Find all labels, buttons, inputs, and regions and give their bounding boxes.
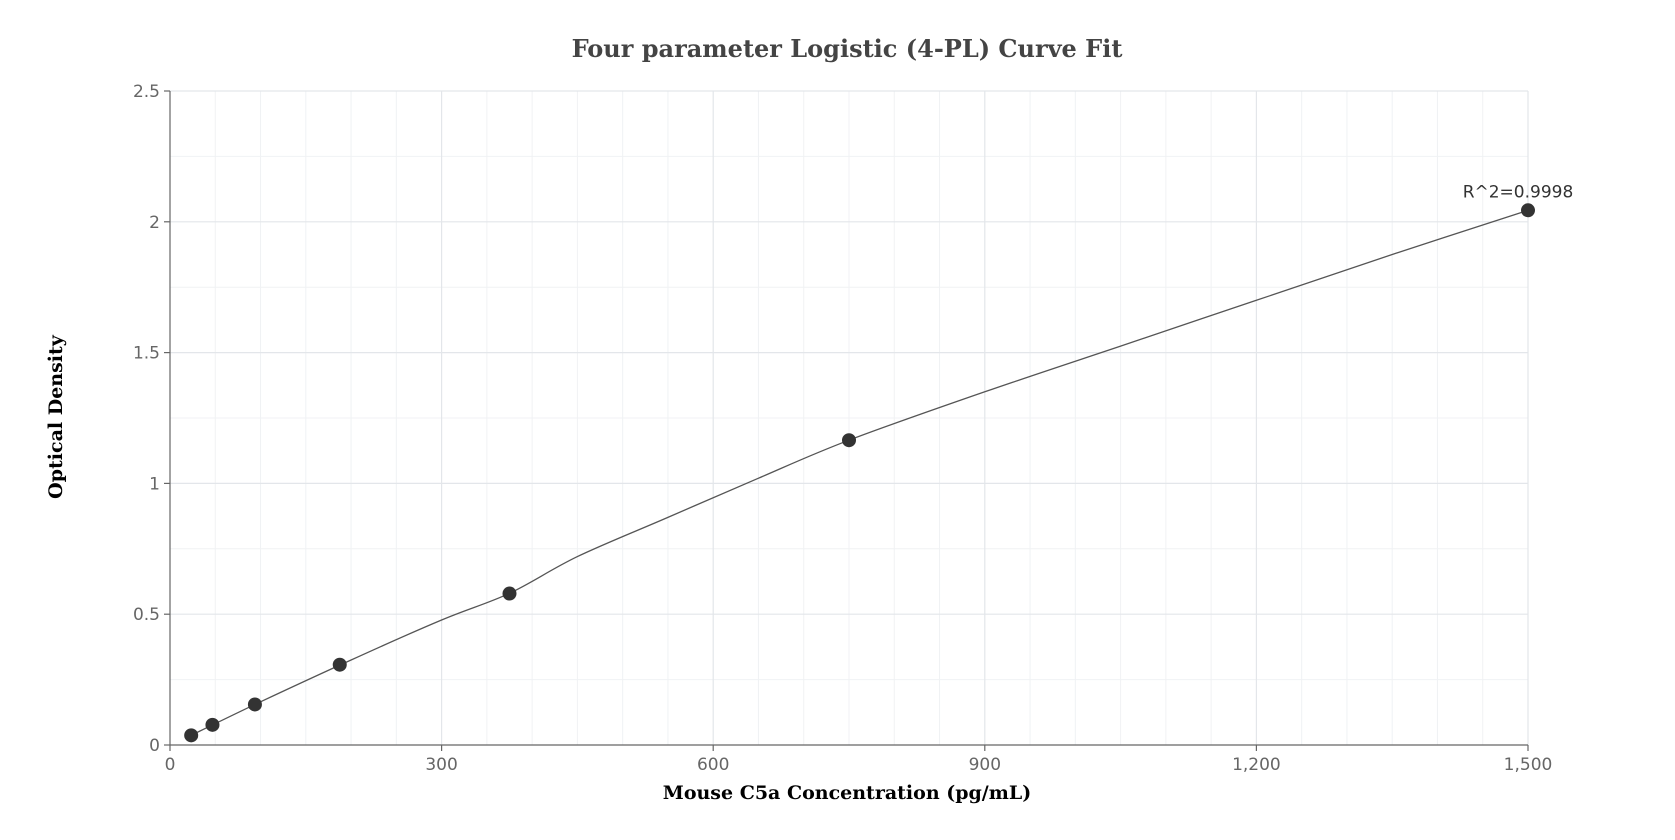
y-tick-label: 2.5 xyxy=(133,82,160,102)
data-point xyxy=(502,586,517,601)
x-tick-label: 600 xyxy=(697,755,729,775)
x-tick-label: 1,500 xyxy=(1504,755,1553,775)
y-tick-label: 2 xyxy=(149,213,160,233)
data-point xyxy=(184,728,199,743)
axes xyxy=(169,91,1528,746)
r-squared-annotation: R^2=0.9998 xyxy=(1463,182,1574,202)
data-point xyxy=(247,697,262,712)
x-tick-label: 300 xyxy=(425,755,457,775)
y-tick-label: 0 xyxy=(149,736,160,756)
data-point xyxy=(842,433,856,448)
data-point xyxy=(332,657,347,672)
y-tick-label: 0.5 xyxy=(133,605,160,625)
major-gridlines xyxy=(170,90,1529,745)
y-axis-title: Optical Density xyxy=(45,334,67,499)
x-axis-title: Mouse C5a Concentration (pg/mL) xyxy=(663,782,1031,804)
fit-curve-line xyxy=(190,209,1529,736)
data-point xyxy=(205,717,220,732)
y-tick-label: 1 xyxy=(149,474,160,494)
x-tick-label: 900 xyxy=(969,755,1001,775)
data-point xyxy=(1521,203,1535,218)
x-tick-label: 0 xyxy=(165,755,176,775)
y-axis-ticks: 0 0.5 1 1.5 2 2.5 xyxy=(133,82,170,756)
x-tick-label: 1,200 xyxy=(1232,755,1281,775)
y-tick-label: 1.5 xyxy=(133,344,160,364)
x-axis-ticks: 0 300 600 900 1,200 1,500 xyxy=(165,745,1553,775)
chart-title: Four parameter Logistic (4-PL) Curve Fit xyxy=(572,34,1123,63)
data-points xyxy=(184,203,1535,743)
minor-gridlines xyxy=(170,91,1528,745)
